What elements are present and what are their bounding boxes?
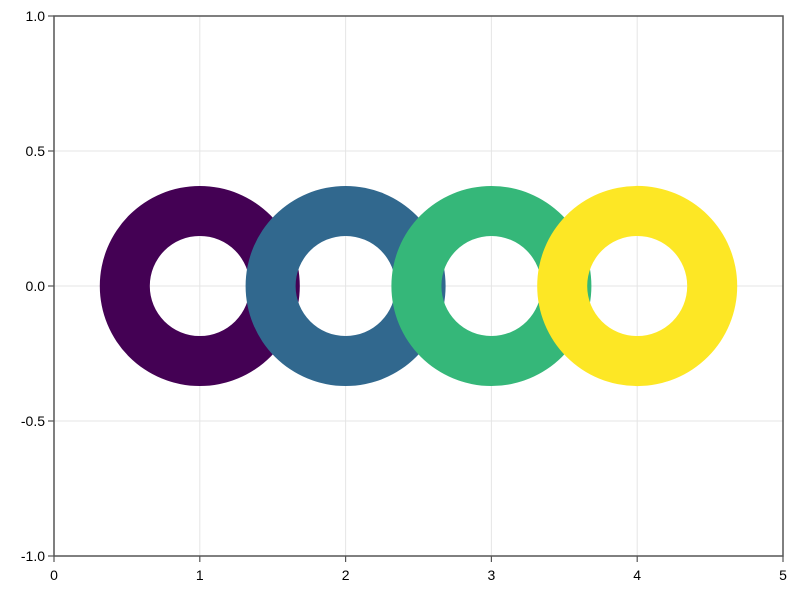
y-tick-label: -0.5 (21, 413, 45, 429)
axes (48, 15, 784, 562)
x-tick-label: 0 (50, 567, 58, 583)
x-tick-label: 4 (633, 567, 641, 583)
ring-marker-2 (245, 185, 446, 387)
data-marks (99, 185, 738, 387)
y-tick-label: -1.0 (21, 548, 45, 564)
x-tick-label: 1 (196, 567, 204, 583)
y-tick-label: 0.5 (26, 143, 46, 159)
ring-marker-1 (99, 185, 300, 387)
x-tick-label: 5 (779, 567, 787, 583)
x-tick-label: 2 (342, 567, 350, 583)
y-tick-label: 0.0 (26, 278, 46, 294)
ring-marker-3 (391, 185, 592, 387)
tick-labels: 0 1 2 3 4 5 -1.0 -0.5 0.0 0.5 1.0 (21, 8, 787, 583)
y-tick-label: 1.0 (26, 8, 46, 24)
x-tick-label: 3 (488, 567, 496, 583)
ring-marker-4 (537, 185, 738, 387)
